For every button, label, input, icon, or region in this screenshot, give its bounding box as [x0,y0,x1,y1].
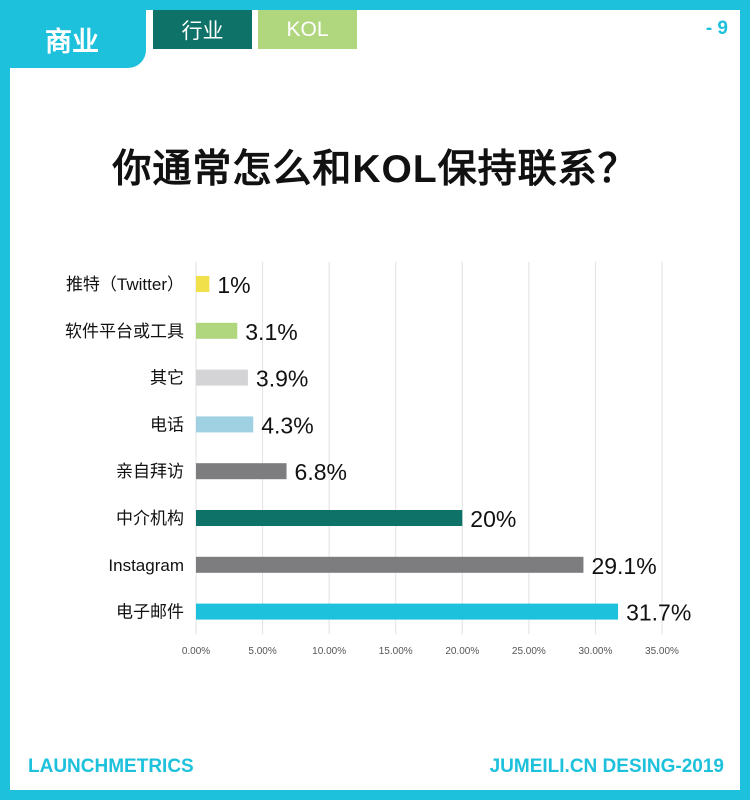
bar [196,322,238,339]
category-label: Instagram [108,556,184,575]
value-label: 29.1% [591,553,656,579]
x-tick-label: 25.00% [512,646,546,657]
section-tab[interactable]: 商业 [10,10,146,68]
page-number: - 9 [705,18,728,39]
x-tick-label: 15.00% [379,646,413,657]
footer-credit: JUMEILI.CN DESING-2019 [489,756,724,777]
category-label: 推特（Twitter） [66,275,184,294]
x-tick-label: 5.00% [248,646,276,657]
x-tick-label: 20.00% [445,646,479,657]
category-label: 中介机构 [116,509,184,528]
value-label: 3.1% [245,319,297,345]
value-label: 1% [217,272,250,298]
bar [196,603,619,620]
bar [196,510,463,526]
chart-title: 你通常怎么和KOL保持联系？ [112,148,638,191]
bar [196,416,254,433]
x-tick-label: 30.00% [578,646,612,657]
value-label: 3.9% [256,366,308,392]
x-tick-label: 35.00% [645,646,679,657]
value-label: 20% [470,506,516,532]
x-tick-label: 0.00% [182,646,210,657]
category-label: 电话 [150,415,184,434]
category-label: 其它 [150,369,184,388]
bar [196,276,210,292]
value-label: 6.8% [295,459,347,485]
bar [196,369,248,386]
bar [196,463,287,480]
bar [196,556,584,573]
footer-source: LAUNCHMETRICS [28,756,194,777]
tab-industry[interactable]: 行业 [153,10,252,49]
tab-kol[interactable]: KOL [258,10,357,49]
value-label: 31.7% [626,600,691,626]
category-label: 电子邮件 [116,603,184,622]
value-label: 4.3% [261,412,313,438]
category-label: 亲自拜访 [116,462,184,481]
category-label: 软件平台或工具 [65,322,184,341]
x-tick-label: 10.00% [312,646,346,657]
content-card [10,10,740,790]
